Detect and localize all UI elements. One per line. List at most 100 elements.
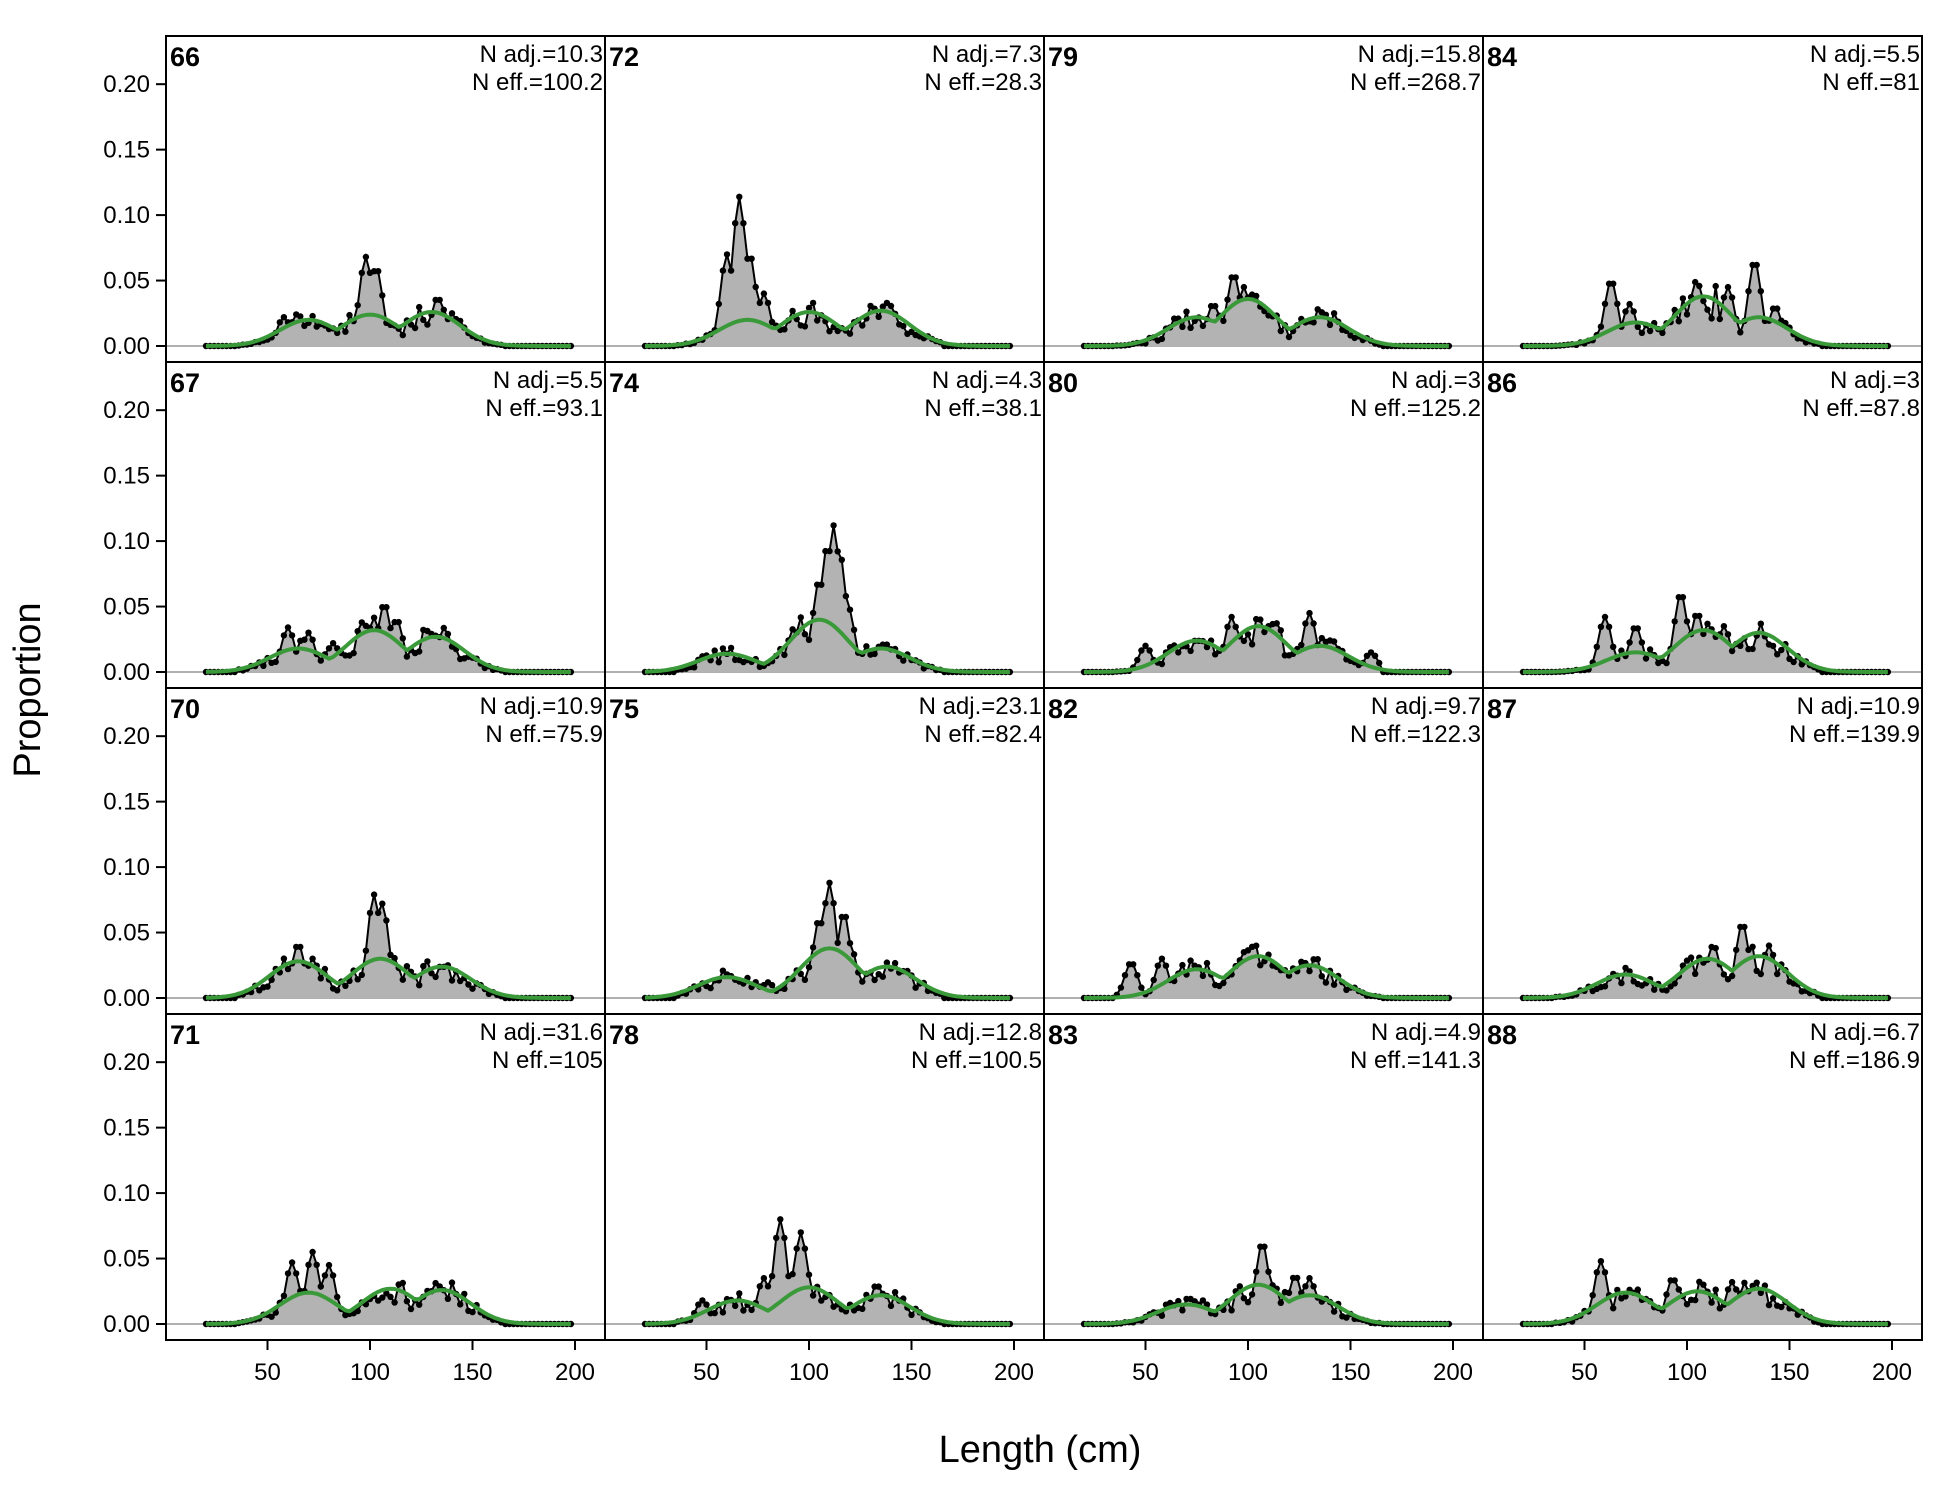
observed-point (1187, 324, 1194, 331)
observed-point (1248, 1291, 1256, 1298)
observed-point (1310, 620, 1317, 627)
observed-point (354, 1307, 361, 1315)
n-adj-label: N adj.=9.7 (1371, 693, 1481, 720)
observed-point (1671, 980, 1678, 987)
observed-point (1679, 594, 1687, 601)
expected-line (1522, 954, 1888, 1000)
observed-point (1675, 318, 1683, 325)
observed-point (1306, 967, 1313, 975)
observed-point (805, 636, 813, 643)
observed-point (1618, 979, 1625, 987)
observed-point (1285, 1289, 1293, 1297)
observed-point (850, 626, 858, 633)
observed-point (871, 976, 878, 984)
observed-point (1712, 1286, 1719, 1293)
x-tick-label: 100 (350, 1359, 390, 1386)
observed-point (1179, 961, 1186, 969)
observed-point (297, 943, 304, 951)
panel-66: 66 N adj.=10.3N eff.=100.2 (165, 35, 606, 363)
observed-point (416, 982, 423, 989)
x-tick-label: 150 (1330, 1359, 1370, 1386)
observed-point (801, 631, 809, 638)
observed-point (1712, 944, 1719, 952)
observed-point (789, 307, 796, 315)
observed-point (1646, 646, 1654, 653)
observed-point (1199, 322, 1207, 330)
panel-70: 70 N adj.=10.9N eff.=75.9 (165, 687, 606, 1015)
observed-area (206, 607, 571, 672)
observed-point (1626, 639, 1633, 646)
observed-point (732, 1302, 739, 1310)
observed-point (375, 268, 382, 275)
panel-75: 75 N adj.=23.1N eff.=82.4 (604, 687, 1045, 1015)
observed-point (403, 963, 411, 970)
y-tick-label: 0.05 (103, 920, 150, 947)
observed-point (1244, 631, 1252, 638)
expected-line (644, 946, 1010, 1000)
observed-point (391, 954, 398, 962)
observed-point (1601, 613, 1609, 621)
observed-point (1757, 288, 1765, 295)
observed-point (1728, 1278, 1736, 1286)
n-eff-label: N eff.=81 (1822, 69, 1920, 96)
panel-82: 82 N adj.=9.7N eff.=122.3 (1043, 687, 1484, 1015)
observed-point (1183, 308, 1190, 315)
observed-point (875, 313, 882, 320)
n-adj-label: N adj.=4.3 (932, 367, 1042, 394)
observed-point (416, 1301, 423, 1308)
n-adj-label: N adj.=12.8 (919, 1019, 1042, 1046)
observed-point (416, 303, 423, 311)
observed-point (469, 1308, 476, 1316)
observed-point (748, 255, 755, 262)
observed-point (846, 606, 854, 613)
observed-point (1634, 1286, 1642, 1293)
observed-point (1708, 315, 1715, 322)
panel-87: 87 N adj.=10.9N eff.=139.9 (1482, 687, 1923, 1015)
observed-point (1199, 1297, 1207, 1304)
observed-point (1622, 1293, 1629, 1300)
observed-point (1589, 1292, 1596, 1299)
n-adj-label: N adj.=31.6 (480, 1019, 603, 1046)
observed-point (1700, 1281, 1707, 1288)
observed-point (407, 1305, 415, 1313)
observed-point (1212, 302, 1219, 310)
y-tick-label: 0.00 (103, 659, 150, 686)
observed-point (1134, 656, 1141, 664)
panel-86: 86 N adj.=3N eff.=87.8 (1482, 361, 1923, 689)
observed-point (1224, 296, 1231, 303)
observed-point (1240, 637, 1248, 645)
observed-point (1285, 333, 1293, 341)
n-eff-label: N eff.=38.1 (924, 395, 1042, 422)
observed-point (842, 592, 850, 600)
observed-point (1716, 315, 1724, 323)
observed-point (1774, 970, 1781, 978)
expected-line (206, 1286, 571, 1326)
observed-point (1150, 976, 1157, 984)
observed-area (206, 894, 571, 998)
observed-point (1720, 623, 1728, 630)
observed-point (379, 1294, 386, 1301)
observed-point (809, 299, 817, 307)
observed-point (1790, 658, 1797, 666)
observed-point (1774, 651, 1781, 658)
observed-point (1314, 956, 1321, 963)
observed-point (1306, 609, 1313, 617)
observed-point (1733, 1286, 1740, 1293)
observed-point (1265, 1268, 1272, 1275)
observed-point (346, 311, 353, 319)
y-tick-label: 0.00 (103, 333, 150, 360)
n-eff-label: N eff.=268.7 (1350, 69, 1481, 96)
observed-point (834, 939, 841, 947)
observed-point (809, 1292, 817, 1299)
expected-line (1084, 954, 1449, 1000)
n-eff-label: N eff.=75.9 (485, 721, 603, 748)
panel-label: 71 (170, 1020, 200, 1050)
observed-point (284, 624, 292, 631)
observed-point (1638, 639, 1646, 646)
observed-point (395, 618, 402, 626)
observed-point (740, 1307, 747, 1314)
observed-point (436, 296, 443, 304)
observed-point (1634, 625, 1642, 632)
observed-point (305, 1261, 312, 1269)
observed-point (1232, 623, 1239, 630)
